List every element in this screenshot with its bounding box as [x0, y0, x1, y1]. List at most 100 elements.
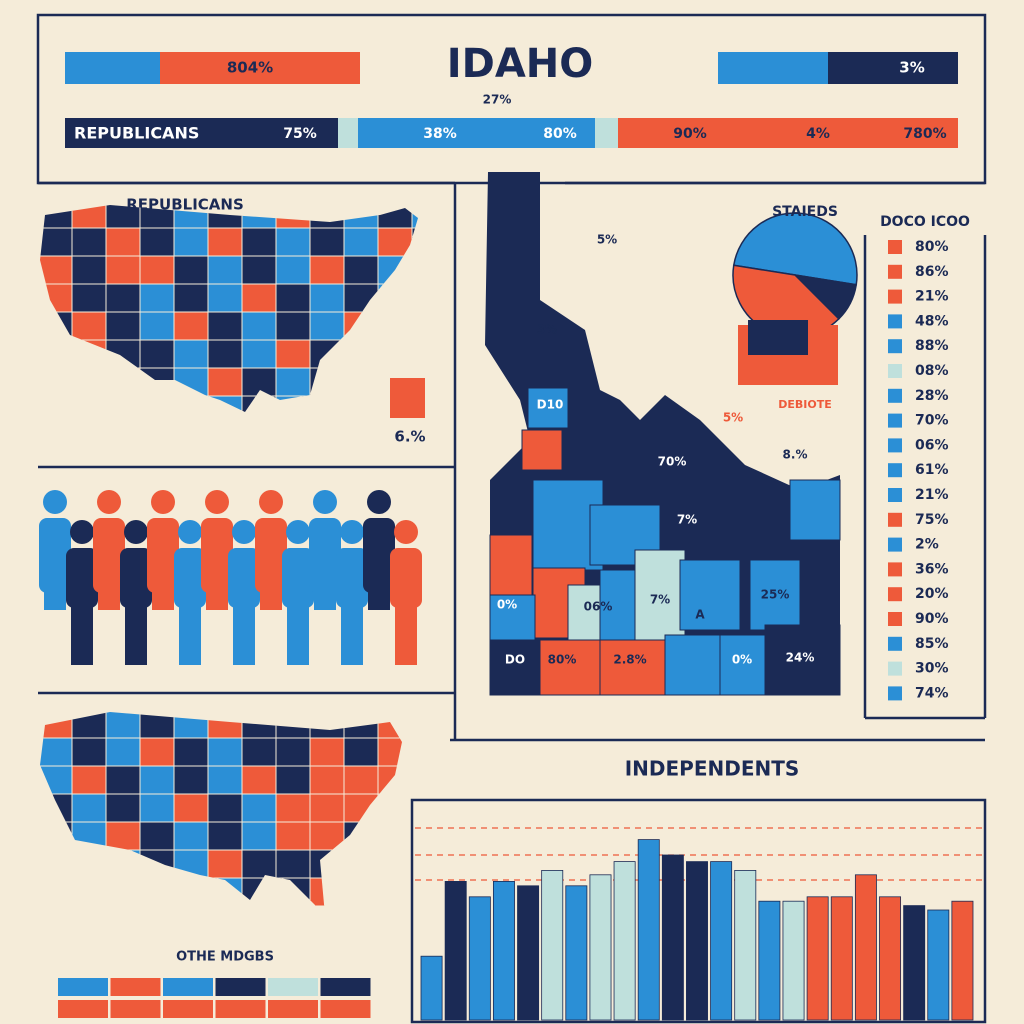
person-legs [368, 590, 390, 610]
state-tile [275, 793, 311, 823]
person-legs [341, 605, 363, 665]
person-legs [179, 605, 201, 665]
state-tile [105, 793, 141, 823]
state-tile [71, 765, 107, 795]
person-legs [314, 590, 336, 610]
bar-chart [420, 839, 974, 1021]
person-head [97, 490, 121, 514]
county [764, 624, 841, 696]
county-label: 06% [584, 600, 613, 614]
state-tile [343, 227, 379, 257]
person-head [259, 490, 283, 514]
county-label: 0% [497, 598, 517, 612]
strip-cell [110, 1000, 161, 1018]
legend-label: 28% [915, 388, 949, 404]
person-legs [98, 590, 120, 610]
county [539, 639, 601, 696]
state-tile [275, 765, 311, 795]
strip-cell [268, 1000, 318, 1018]
person-head [70, 520, 94, 544]
map-title: OTHE MDGBS [176, 950, 274, 965]
state-tile [309, 283, 345, 313]
county-label: A [695, 608, 705, 622]
header-bar-label: 804% [227, 59, 273, 77]
row-label: 80% [543, 126, 577, 142]
county [749, 559, 801, 631]
bar [541, 870, 564, 1021]
bar [468, 896, 491, 1021]
person-head [178, 520, 202, 544]
row-label: 4% [806, 126, 830, 142]
header-bar [160, 52, 360, 84]
person-legs [44, 590, 66, 610]
pie-caption: DEBIOTE [778, 398, 832, 411]
state-tile [105, 255, 141, 285]
state-tile [173, 283, 209, 313]
legend-label: 61% [915, 462, 949, 478]
county-label: D10 [537, 398, 564, 412]
person-body [147, 518, 179, 593]
legend-swatch [888, 562, 902, 577]
county-label: 70% [658, 455, 687, 469]
person-legs [233, 605, 255, 665]
state-tile [309, 311, 345, 341]
row-segment [358, 118, 595, 148]
legend-swatch [888, 388, 902, 403]
state-tile [105, 227, 141, 257]
strip-cell [58, 1000, 108, 1018]
state-tile [105, 765, 141, 795]
legend-swatch [888, 438, 902, 453]
state-tile [105, 283, 141, 313]
county [599, 639, 666, 696]
county-label: DO [505, 653, 525, 667]
person-head [340, 520, 364, 544]
strip-cell [58, 978, 108, 996]
bar [854, 874, 877, 1021]
state-tile [275, 367, 311, 397]
state-tile [71, 737, 107, 767]
state-tile [139, 737, 175, 767]
bar [637, 839, 660, 1021]
county-label: 0% [732, 653, 752, 667]
row-segment [618, 118, 958, 148]
state-tile [71, 793, 107, 823]
state-tile [173, 765, 209, 795]
state-tile [241, 311, 277, 341]
state-tile [173, 737, 209, 767]
bar [806, 896, 829, 1021]
county [489, 534, 533, 596]
person-head [205, 490, 229, 514]
map-label: 6.% [394, 428, 425, 446]
person-head [124, 520, 148, 544]
state-tile [139, 765, 175, 795]
bar [517, 885, 540, 1021]
county [489, 594, 536, 641]
person-legs [287, 605, 309, 665]
pie-decoration [748, 320, 808, 355]
person-head [232, 520, 256, 544]
bar [951, 900, 974, 1021]
person-head [286, 520, 310, 544]
state-tile [139, 339, 175, 369]
state-tile [207, 311, 243, 341]
state-tile [173, 311, 209, 341]
state-tile [275, 821, 311, 851]
state-tile [241, 255, 277, 285]
state-tile [207, 821, 243, 851]
state-tile [309, 255, 345, 285]
strip-cell [163, 1000, 213, 1018]
person-body [282, 548, 314, 608]
state-tile [275, 339, 311, 369]
county-label: 7% [677, 513, 697, 527]
legend-label: 2% [915, 537, 939, 553]
flag-icon [390, 378, 425, 418]
county-label: 24% [786, 651, 815, 665]
header-bar [65, 52, 160, 84]
state-tile [309, 765, 345, 795]
legend-label: 80% [915, 239, 949, 255]
strip-cell [320, 978, 371, 996]
legend-swatch [888, 364, 902, 378]
person-body [66, 548, 98, 608]
